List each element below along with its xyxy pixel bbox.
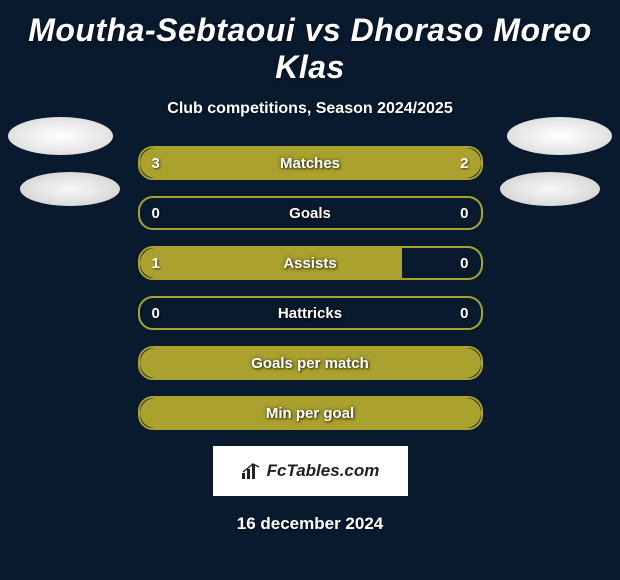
subtitle: Club competitions, Season 2024/2025 <box>0 100 620 118</box>
stat-row-goals-per-match: Goals per match <box>138 346 483 380</box>
page-title: Moutha-Sebtaoui vs Dhoraso Moreo Klas <box>0 0 620 86</box>
player1-photo-large <box>8 117 113 155</box>
player1-photo-small <box>20 172 120 206</box>
logo-text: FcTables.com <box>267 461 380 481</box>
player2-photo-small <box>500 172 600 206</box>
stat-row-hattricks: 00Hattricks <box>138 296 483 330</box>
stat-label: Hattricks <box>140 298 481 328</box>
stat-row-goals: 00Goals <box>138 196 483 230</box>
stat-row-matches: 32Matches <box>138 146 483 180</box>
date-text: 16 december 2024 <box>0 514 620 534</box>
stat-label: Assists <box>140 248 481 278</box>
chart-icon <box>241 462 263 480</box>
comparison-infographic: Moutha-Sebtaoui vs Dhoraso Moreo Klas Cl… <box>0 0 620 580</box>
stat-label: Goals per match <box>140 348 481 378</box>
stat-row-assists: 10Assists <box>138 246 483 280</box>
stat-bars: 32Matches 00Goals 10Assists 00Hattricks Goal… <box>138 146 483 430</box>
stat-label: Matches <box>140 148 481 178</box>
stat-label: Min per goal <box>140 398 481 428</box>
stat-row-min-per-goal: Min per goal <box>138 396 483 430</box>
stat-label: Goals <box>140 198 481 228</box>
logo-box: FcTables.com <box>213 446 408 496</box>
player2-photo-large <box>507 117 612 155</box>
